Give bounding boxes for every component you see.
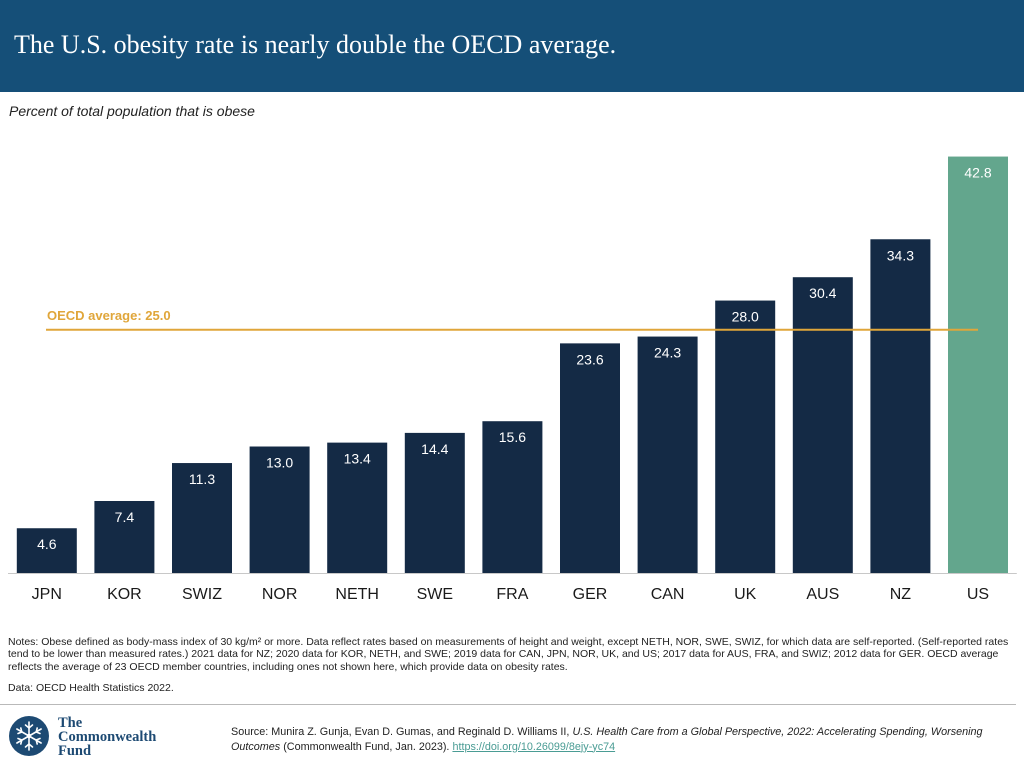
data-label-ger: 23.6 <box>576 351 603 367</box>
x-tick-label-aus: AUS <box>806 586 839 603</box>
chart-subtitle: Percent of total population that is obes… <box>9 103 255 119</box>
x-tick-label-nz: NZ <box>890 586 912 603</box>
bar-aus <box>792 277 853 573</box>
data-label-aus: 30.4 <box>809 285 836 301</box>
x-tick-label-ger: GER <box>573 586 608 603</box>
bar-neth <box>327 442 388 573</box>
header-band: The U.S. obesity rate is nearly double t… <box>0 0 1024 92</box>
bar-nz <box>870 239 931 574</box>
data-label-neth: 13.4 <box>344 451 371 467</box>
source-suffix: (Commonwealth Fund, Jan. 2023). <box>280 740 453 753</box>
bar-chart: 4.6 JPN 7.4 KOR 11.3 SWIZ 13.0 NOR 13.4 NETH 14.4 S… <box>8 156 1017 603</box>
logo-line-3: Fund <box>58 743 92 759</box>
data-label-nor: 13.0 <box>266 455 293 471</box>
data-label-swiz: 11.3 <box>189 471 215 487</box>
notes-text: Notes: Obese defined as body-mass index … <box>8 636 1009 673</box>
x-tick-label-kor: KOR <box>107 586 142 603</box>
bar-nor <box>249 446 310 573</box>
x-tick-label-fra: FRA <box>496 586 528 603</box>
data-label-kor: 7.4 <box>115 509 135 525</box>
bar-swe <box>404 432 465 573</box>
x-tick-label-uk: UK <box>734 586 757 603</box>
logo-line-2: Commonwealth <box>58 729 157 745</box>
bar-can <box>637 336 698 573</box>
data-label-swe: 14.4 <box>421 441 448 457</box>
x-tick-label-neth: NETH <box>335 586 379 603</box>
x-tick-label-jpn: JPN <box>32 586 62 603</box>
bar-swiz <box>172 463 232 573</box>
x-tick-label-us: US <box>967 586 989 603</box>
source-doi-link[interactable]: https://doi.org/10.26099/8ejy-yc74 <box>452 740 616 753</box>
source-prefix: Source: Munira Z. Gunja, Evan D. Gumas, … <box>231 726 573 738</box>
data-label-uk: 28.0 <box>732 309 759 325</box>
bar-ger <box>560 343 620 573</box>
data-label-can: 24.3 <box>654 345 681 361</box>
bar-fra <box>482 421 543 573</box>
bar-us <box>948 156 1008 573</box>
x-tick-label-can: CAN <box>651 586 685 603</box>
data-label-nz: 34.3 <box>887 247 914 263</box>
data-source-text: Data: OECD Health Statistics 2022. <box>8 682 174 694</box>
x-tick-label-swiz: SWIZ <box>182 586 222 603</box>
oecd-average-label: OECD average: 25.0 <box>47 308 171 323</box>
bar-kor <box>94 500 155 573</box>
bar-jpn <box>16 528 77 573</box>
bar-uk <box>715 300 776 573</box>
snowflake-emblem-icon <box>9 716 49 756</box>
page-title: The U.S. obesity rate is nearly double t… <box>14 30 617 59</box>
logo-line-1: The <box>58 715 83 731</box>
data-label-us: 42.8 <box>964 165 991 181</box>
data-label-fra: 15.6 <box>499 429 526 445</box>
source-citation: Source: Munira Z. Gunja, Evan D. Gumas, … <box>231 725 1011 754</box>
x-tick-label-nor: NOR <box>262 586 298 603</box>
source-title: U.S. Health Care from a Global Perspecti… <box>231 726 983 753</box>
footer-divider <box>0 704 1016 705</box>
commonwealth-fund-logo[interactable]: The Commonwealth Fund <box>58 715 157 759</box>
data-label-jpn: 4.6 <box>37 536 57 552</box>
x-tick-label-swe: SWE <box>417 586 453 603</box>
